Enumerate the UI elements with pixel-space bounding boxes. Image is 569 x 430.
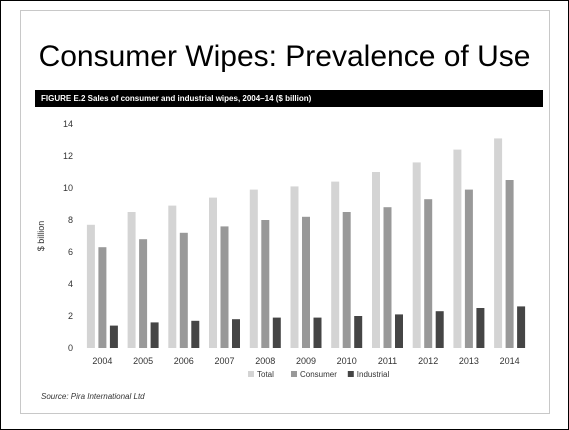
slide-content-area [20, 10, 550, 414]
bar-total-2005 [127, 212, 136, 348]
bar-total-2004 [86, 224, 95, 348]
bar-total-2013 [453, 149, 462, 348]
bar-total-2010 [331, 181, 340, 348]
chart-bars [86, 138, 526, 348]
y-tick-label: 12 [63, 151, 73, 161]
y-tick-label: 14 [63, 119, 73, 129]
legend-label-industrial: Industrial [357, 370, 390, 379]
legend-swatch-consumer [291, 371, 297, 377]
legend-swatch-industrial [347, 371, 354, 377]
source-note: Source: Pira International Ltd [41, 392, 145, 401]
x-tick-label: 2014 [500, 356, 520, 366]
bar-industrial-2004 [109, 325, 118, 348]
y-tick-label: 6 [68, 247, 73, 257]
bar-industrial-2014 [517, 306, 526, 348]
bar-consumer-2006 [179, 232, 188, 348]
x-tick-label: 2006 [174, 356, 194, 366]
bar-total-2014 [494, 138, 503, 348]
x-tick-label: 2010 [337, 356, 357, 366]
bar-consumer-2008 [261, 220, 270, 348]
x-tick-label: 2011 [378, 356, 397, 366]
bar-total-2007 [209, 197, 217, 348]
y-tick-label: 0 [68, 343, 73, 353]
bar-consumer-2009 [302, 216, 310, 348]
chart-legend: Total Consumer Industrial [248, 370, 389, 379]
legend-swatch-total [248, 371, 254, 377]
bar-industrial-2012 [435, 311, 444, 348]
x-tick-label: 2013 [459, 356, 479, 366]
slide-title: Consumer Wipes: Prevalence of Use [38, 40, 531, 73]
bar-consumer-2014 [505, 180, 514, 348]
bar-consumer-2011 [383, 207, 392, 348]
x-tick-label: 2009 [296, 356, 316, 366]
x-tick-label: 2004 [92, 356, 112, 366]
y-tick-label: 8 [68, 215, 73, 225]
bar-consumer-2007 [220, 226, 229, 348]
y-tick-label: 2 [68, 311, 73, 321]
y-tick-label: 10 [63, 183, 73, 193]
legend-label-consumer: Consumer [300, 370, 337, 379]
bar-consumer-2010 [342, 212, 351, 348]
chart-axes: 0 2 4 6 8 10 12 14 $ billion 2004 2005 2006 2007 2008… [36, 119, 520, 366]
legend-label-total: Total [257, 370, 274, 379]
bar-total-2011 [372, 172, 380, 348]
bar-total-2009 [290, 186, 299, 348]
bar-industrial-2010 [354, 316, 363, 348]
x-tick-label: 2008 [255, 356, 275, 366]
x-tick-label: 2007 [214, 356, 234, 366]
bar-industrial-2006 [191, 320, 200, 348]
bar-industrial-2013 [476, 308, 485, 348]
y-tick-label: 4 [68, 279, 73, 289]
bar-industrial-2009 [313, 317, 322, 348]
x-tick-label: 2012 [418, 356, 438, 366]
bar-consumer-2013 [464, 189, 473, 348]
bar-total-2006 [168, 205, 177, 348]
bar-industrial-2011 [395, 314, 403, 348]
bar-consumer-2012 [424, 199, 433, 348]
figure-caption: FIGURE E.2 Sales of consumer and industr… [35, 90, 543, 107]
bar-industrial-2008 [272, 317, 281, 348]
bar-industrial-2005 [150, 322, 159, 348]
bar-consumer-2004 [98, 247, 107, 348]
bar-total-2012 [412, 162, 421, 348]
y-axis-label: $ billion [36, 221, 46, 252]
bar-industrial-2007 [232, 319, 240, 348]
bar-total-2008 [249, 189, 258, 348]
x-tick-label: 2005 [133, 356, 153, 366]
bar-consumer-2005 [139, 239, 148, 348]
